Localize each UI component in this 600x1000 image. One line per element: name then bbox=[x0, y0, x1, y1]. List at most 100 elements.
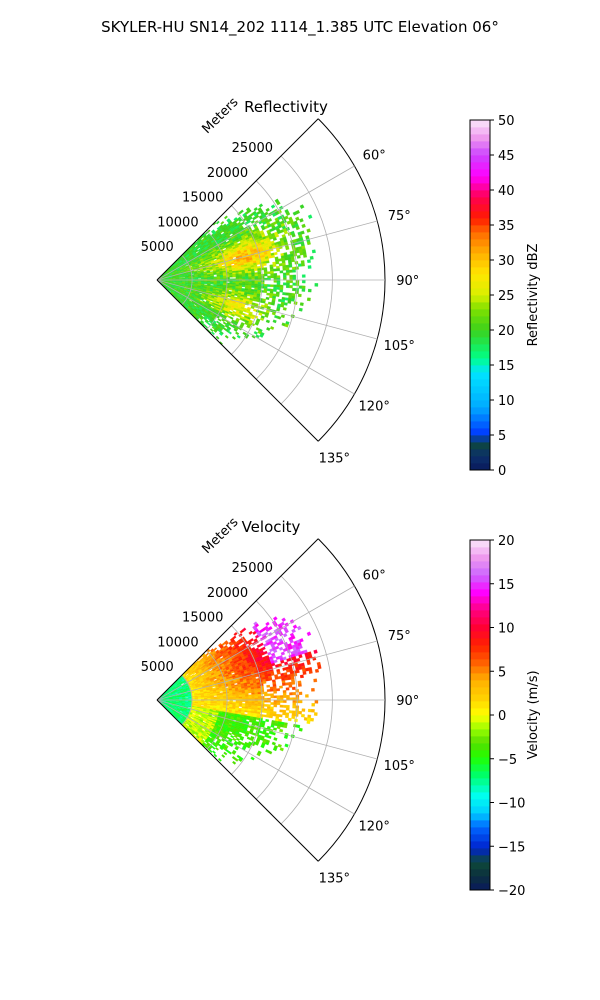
radar-cell bbox=[252, 298, 257, 302]
radar-cell bbox=[232, 696, 237, 699]
radar-cell bbox=[289, 274, 293, 278]
radar-cell bbox=[273, 284, 278, 288]
colorbar-segment bbox=[470, 134, 490, 142]
radar-cell bbox=[231, 335, 237, 340]
radar-cell bbox=[213, 273, 217, 275]
colorbar-tick-label: 15 bbox=[498, 359, 515, 374]
colorbar-segment bbox=[470, 211, 490, 219]
colorbar-segment bbox=[470, 288, 490, 296]
radar-cell bbox=[302, 280, 306, 284]
radar-cell bbox=[290, 298, 295, 302]
radar-cell bbox=[282, 265, 287, 269]
radar-cell bbox=[270, 326, 275, 330]
radar-cell bbox=[270, 271, 274, 274]
azimuth-tick-label: 105° bbox=[384, 339, 415, 354]
azimuth-tick-label: 90° bbox=[396, 274, 419, 289]
radar-cell bbox=[283, 302, 288, 306]
radar-cell bbox=[286, 282, 290, 286]
radar-cell bbox=[282, 292, 286, 296]
colorbar-segment bbox=[470, 379, 490, 387]
radar-cell bbox=[229, 694, 233, 697]
radar-cell bbox=[271, 254, 275, 259]
radar-cell bbox=[301, 223, 306, 229]
radar-cell bbox=[273, 268, 277, 272]
radar-cell bbox=[229, 697, 233, 699]
radar-cell bbox=[257, 274, 262, 277]
radar-cell bbox=[220, 220, 225, 225]
azimuth-tick-label: 75° bbox=[388, 209, 411, 224]
radar-cell bbox=[251, 281, 255, 285]
radar-cell bbox=[254, 268, 258, 271]
radar-cell bbox=[292, 282, 297, 286]
radar-cell bbox=[235, 276, 240, 279]
radar-cell bbox=[287, 300, 292, 304]
colorbar-tick-label: 40 bbox=[498, 184, 515, 199]
radar-cell bbox=[301, 285, 306, 289]
radar-cell bbox=[245, 276, 249, 279]
radar-cell bbox=[270, 275, 274, 279]
radar-cell bbox=[275, 293, 280, 297]
colorbar-segment bbox=[470, 190, 490, 198]
radar-cell bbox=[262, 263, 267, 266]
radar-cell bbox=[260, 275, 265, 279]
radar-cell bbox=[288, 292, 293, 296]
radar-cell bbox=[288, 264, 293, 268]
radar-cell bbox=[211, 746, 216, 750]
radar-cell bbox=[272, 263, 277, 267]
colorbar-segment bbox=[470, 176, 490, 184]
colorbar-tick-label: 30 bbox=[498, 254, 515, 269]
radar-cell bbox=[260, 286, 265, 289]
colorbar-segment bbox=[470, 400, 490, 408]
radar-cell bbox=[257, 276, 262, 279]
radar-cell bbox=[267, 284, 271, 287]
radar-cell bbox=[280, 314, 285, 319]
radar-cell bbox=[257, 272, 262, 275]
radar-cell bbox=[276, 280, 281, 283]
colorbar-segment bbox=[470, 337, 490, 345]
radar-cell bbox=[227, 330, 232, 335]
radar-cell bbox=[257, 281, 262, 285]
radar-cell bbox=[229, 275, 233, 278]
radar-cell bbox=[224, 334, 229, 339]
radar-cell bbox=[223, 215, 228, 220]
radar-cell bbox=[248, 281, 252, 284]
colorbar-segment bbox=[470, 407, 490, 415]
colorbar-segment bbox=[470, 351, 490, 359]
radar-cell bbox=[306, 241, 311, 246]
range-tick-label: 15000 bbox=[182, 191, 223, 206]
radar-cell bbox=[261, 280, 265, 283]
radar-cell bbox=[286, 285, 290, 289]
radar-cell bbox=[257, 270, 262, 273]
radar-cell bbox=[279, 284, 284, 288]
radar-cell bbox=[205, 652, 210, 657]
radar-cell bbox=[254, 276, 259, 279]
radar-cell bbox=[297, 263, 302, 267]
radar-cell bbox=[256, 262, 261, 265]
radar-cell bbox=[307, 259, 311, 263]
radar-cell bbox=[250, 219, 255, 224]
radar-cell bbox=[282, 307, 287, 311]
radar-cell bbox=[265, 296, 270, 300]
radar-cell bbox=[299, 218, 304, 223]
radar-cell bbox=[301, 263, 305, 267]
radar-cell bbox=[278, 263, 283, 267]
radar-cell bbox=[300, 230, 305, 235]
colorbar-segment bbox=[470, 141, 490, 149]
azimuth-tick-label: 60° bbox=[363, 149, 386, 164]
radar-cell bbox=[292, 287, 296, 292]
radar-cell bbox=[291, 258, 295, 263]
radar-cell bbox=[235, 701, 240, 704]
radar-cell bbox=[301, 274, 306, 278]
colorbar-segment bbox=[470, 365, 490, 373]
radar-cell bbox=[269, 295, 273, 299]
radar-cell bbox=[260, 284, 265, 287]
radar-cell bbox=[295, 216, 300, 221]
azimuth-tick-label: 135° bbox=[319, 451, 350, 466]
radar-cell bbox=[254, 280, 259, 283]
radar-cell bbox=[270, 284, 274, 288]
radar-cell bbox=[279, 270, 284, 274]
radar-cell bbox=[215, 747, 219, 751]
radar-cell bbox=[266, 327, 271, 331]
radar-cell bbox=[284, 297, 289, 301]
